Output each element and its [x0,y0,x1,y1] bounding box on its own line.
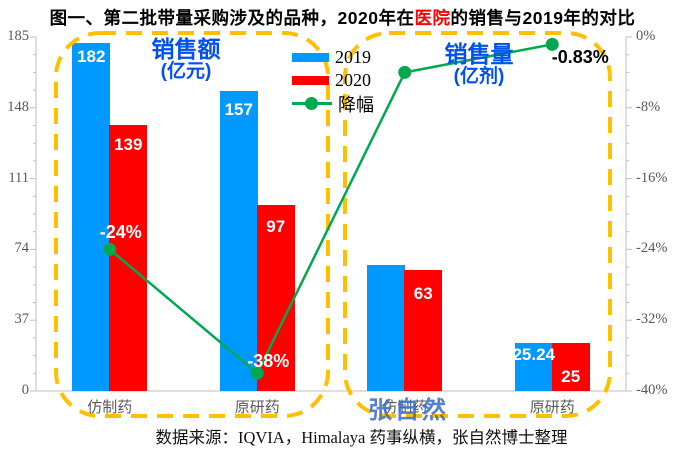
group-title-sales-text: 销售额 [151,36,221,62]
watermark: 张自然 [368,397,449,424]
group-title-volume-unit: (亿剂) [453,66,505,87]
chart-title: 图一、第二批带量采购涉及的品种，2020年在医院的销售与2019年的对比 [0,5,685,30]
legend: 2019 2020 降幅 [292,47,374,115]
legend-label-2020: 2020 [335,70,371,90]
legend-swatch-decline-line [292,97,332,110]
group-title-sales: 销售额 (亿元) [116,37,256,83]
legend-item-2020: 2020 [292,70,374,90]
legend-swatch-2019 [292,53,329,62]
legend-label-decline: 降幅 [338,94,374,115]
decline-point-1 [250,366,264,380]
source-note: 数据来源：IQVIA，Himalaya 药事纵横，张自然博士整理 [155,428,568,447]
group-title-sales-unit: (亿元) [160,61,212,82]
section-box-1 [343,31,612,418]
bar-2019-2 [367,264,406,391]
section-box-0 [54,31,330,418]
decline-point-0 [103,242,117,256]
legend-item-decline: 降幅 [292,94,374,115]
title-highlight: 医院 [414,8,451,28]
legend-label-2019: 2019 [335,47,371,67]
title-pre: 图一、第二批带量采购涉及的品种，2020年在 [49,8,415,28]
bar-2019-0 [72,42,111,391]
legend-swatch-2020 [292,76,329,85]
decline-point-2 [398,65,412,79]
group-title-volume: 销售量 (亿剂) [409,42,549,88]
bar-2020-2 [404,270,443,391]
legend-marker-dot [305,97,318,110]
legend-item-2019: 2019 [292,47,374,67]
group-title-volume-text: 销售量 [444,41,514,67]
bar-2020-3 [551,343,590,391]
decline-point-3 [545,37,559,51]
bar-2019-1 [219,90,258,391]
bar-2020-0 [109,125,148,391]
bar-2019-3 [514,342,553,391]
title-post: 的销售与2019年的对比 [450,8,636,28]
decline-line [108,43,553,376]
